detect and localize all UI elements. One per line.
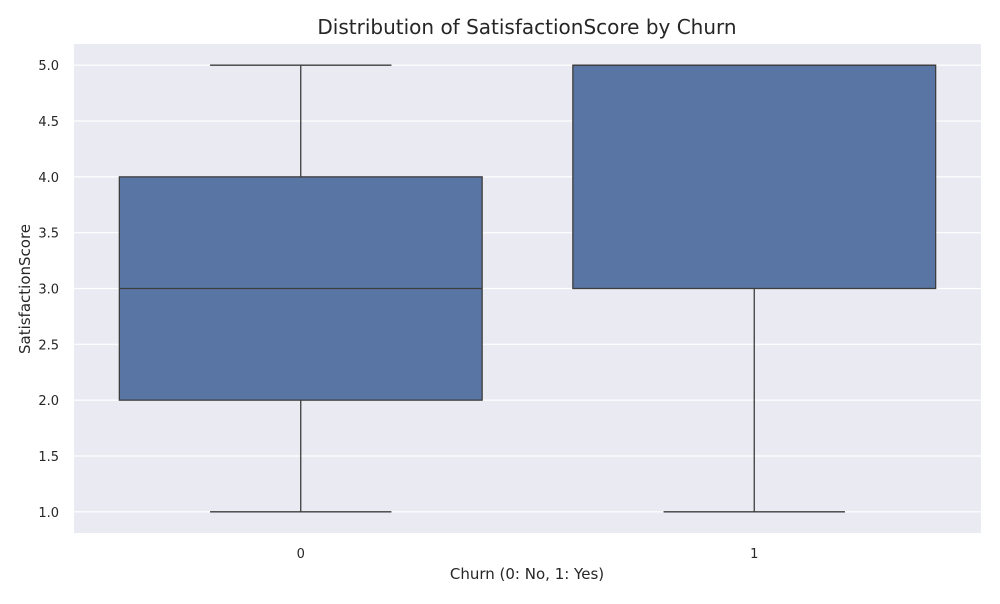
y-tick-label: 4.0: [38, 171, 59, 186]
y-tick-labels: 1.0 1.5 2.0 2.5 3.0 3.5 4.0 4.5 5.0: [38, 59, 59, 521]
x-tick-label: 0: [297, 547, 305, 562]
box-group-1: [572, 64, 937, 513]
chart-title: Distribution of SatisfactionScore by Chu…: [317, 15, 736, 39]
y-tick-label: 4.5: [38, 115, 59, 130]
y-axis-label: SatisfactionScore: [16, 224, 34, 354]
box-iqr: [572, 64, 937, 290]
box-group-0: [118, 64, 483, 513]
x-axis-label: Churn (0: No, 1: Yes): [450, 565, 604, 583]
x-tick-label: 1: [750, 547, 758, 562]
y-tick-label: 3.5: [38, 227, 59, 242]
y-tick-label: 2.0: [38, 394, 59, 409]
y-tick-label: 3.0: [38, 283, 59, 298]
y-tick-label: 1.5: [38, 450, 59, 465]
y-tick-label: 1.0: [38, 506, 59, 521]
y-tick-label: 5.0: [38, 59, 59, 74]
y-tick-label: 2.5: [38, 338, 59, 353]
box-layer: [118, 64, 937, 513]
